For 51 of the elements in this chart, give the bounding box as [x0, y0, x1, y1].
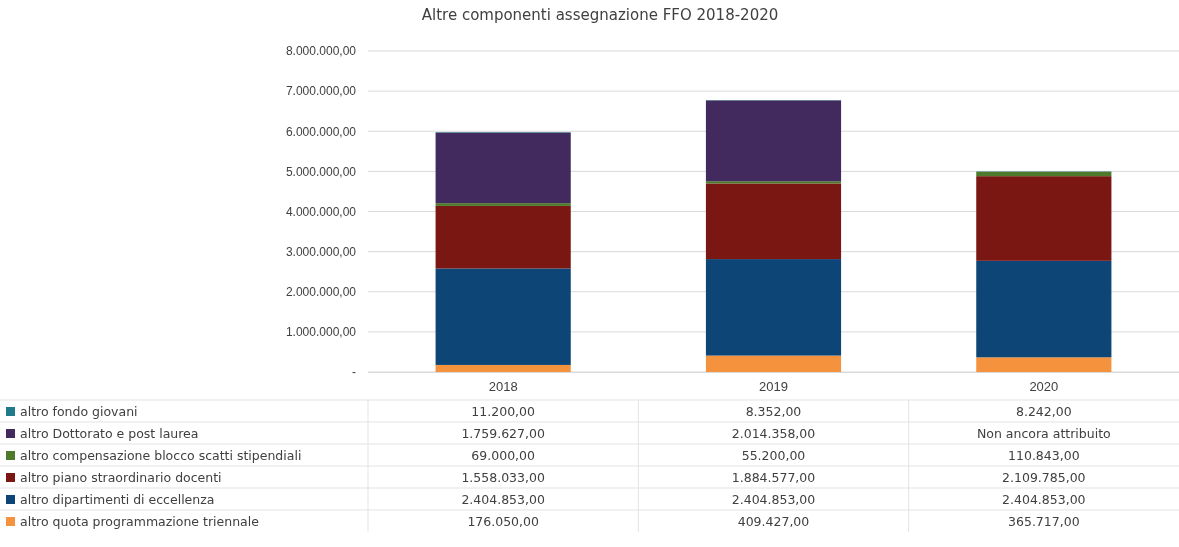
data-label: 55.200,00 — [741, 448, 806, 463]
data-label: 11.200,00 — [471, 404, 536, 419]
data-label: 1.558.033,00 — [461, 470, 545, 485]
bar — [976, 260, 1112, 358]
chart-title: Altre componenti assegnazione FFO 2018-2020 — [421, 6, 779, 24]
bar — [435, 268, 571, 365]
data-label: 2.014.358,00 — [731, 426, 816, 441]
x-tick-label: 2018 — [488, 379, 518, 395]
data-label: 8.242,00 — [1016, 404, 1072, 419]
data-label: 365.717,00 — [1008, 514, 1080, 529]
x-tick-label: 2020 — [1029, 379, 1059, 395]
data-label: 2.404.853,00 — [461, 492, 545, 507]
legend-label: altro quota programmazione triennale — [20, 514, 260, 529]
data-label: 8.352,00 — [745, 404, 802, 419]
legend-label: altro Dottorato e post laurea — [20, 426, 199, 441]
bar — [976, 176, 1112, 261]
data-label: 2.404.853,00 — [1002, 492, 1086, 507]
data-label: 2.404.853,00 — [731, 492, 816, 507]
y-tick-label: 3.000.000,00 — [285, 244, 357, 259]
data-label: 1.884.577,00 — [731, 470, 816, 485]
x-tick-label: 2019 — [759, 379, 788, 395]
legend-label: altro dipartimenti di eccellenza — [20, 492, 215, 507]
bar — [705, 183, 842, 260]
data-label: 176.050,00 — [467, 514, 539, 529]
bar — [435, 364, 571, 372]
data-label: 1.759.627,00 — [461, 426, 545, 441]
y-tick-label: - — [352, 365, 356, 380]
y-tick-label: 4.000.000,00 — [285, 204, 357, 219]
bar — [435, 205, 571, 269]
bar — [435, 203, 571, 206]
bar — [976, 357, 1112, 372]
bar — [705, 259, 842, 356]
y-tick-label: 7.000.000,00 — [285, 84, 357, 99]
y-tick-label: 2.000.000,00 — [285, 285, 357, 300]
bar — [976, 171, 1112, 177]
bar — [435, 132, 571, 204]
y-tick-label: 5.000.000,00 — [285, 164, 357, 179]
legend-label: altro piano straordinario docenti — [20, 470, 222, 485]
data-label: 110.843,00 — [1008, 448, 1080, 463]
text: Non ancora attribuito — [976, 426, 1111, 441]
y-tick-label: 8.000.000,00 — [285, 44, 357, 59]
data-label: 2.109.785,00 — [1002, 470, 1086, 485]
bar — [705, 181, 842, 184]
y-tick-label: 1.000.000,00 — [285, 325, 357, 340]
bar — [705, 355, 842, 372]
data-label: 69.000,00 — [471, 448, 536, 463]
legend-label: altro fondo giovani — [20, 404, 138, 419]
y-tick-label: 6.000.000,00 — [285, 124, 357, 139]
bar — [705, 100, 842, 182]
data-label: 409.427,00 — [737, 514, 810, 529]
legend-label: altro compensazione blocco scatti stipendiali — [20, 448, 302, 463]
